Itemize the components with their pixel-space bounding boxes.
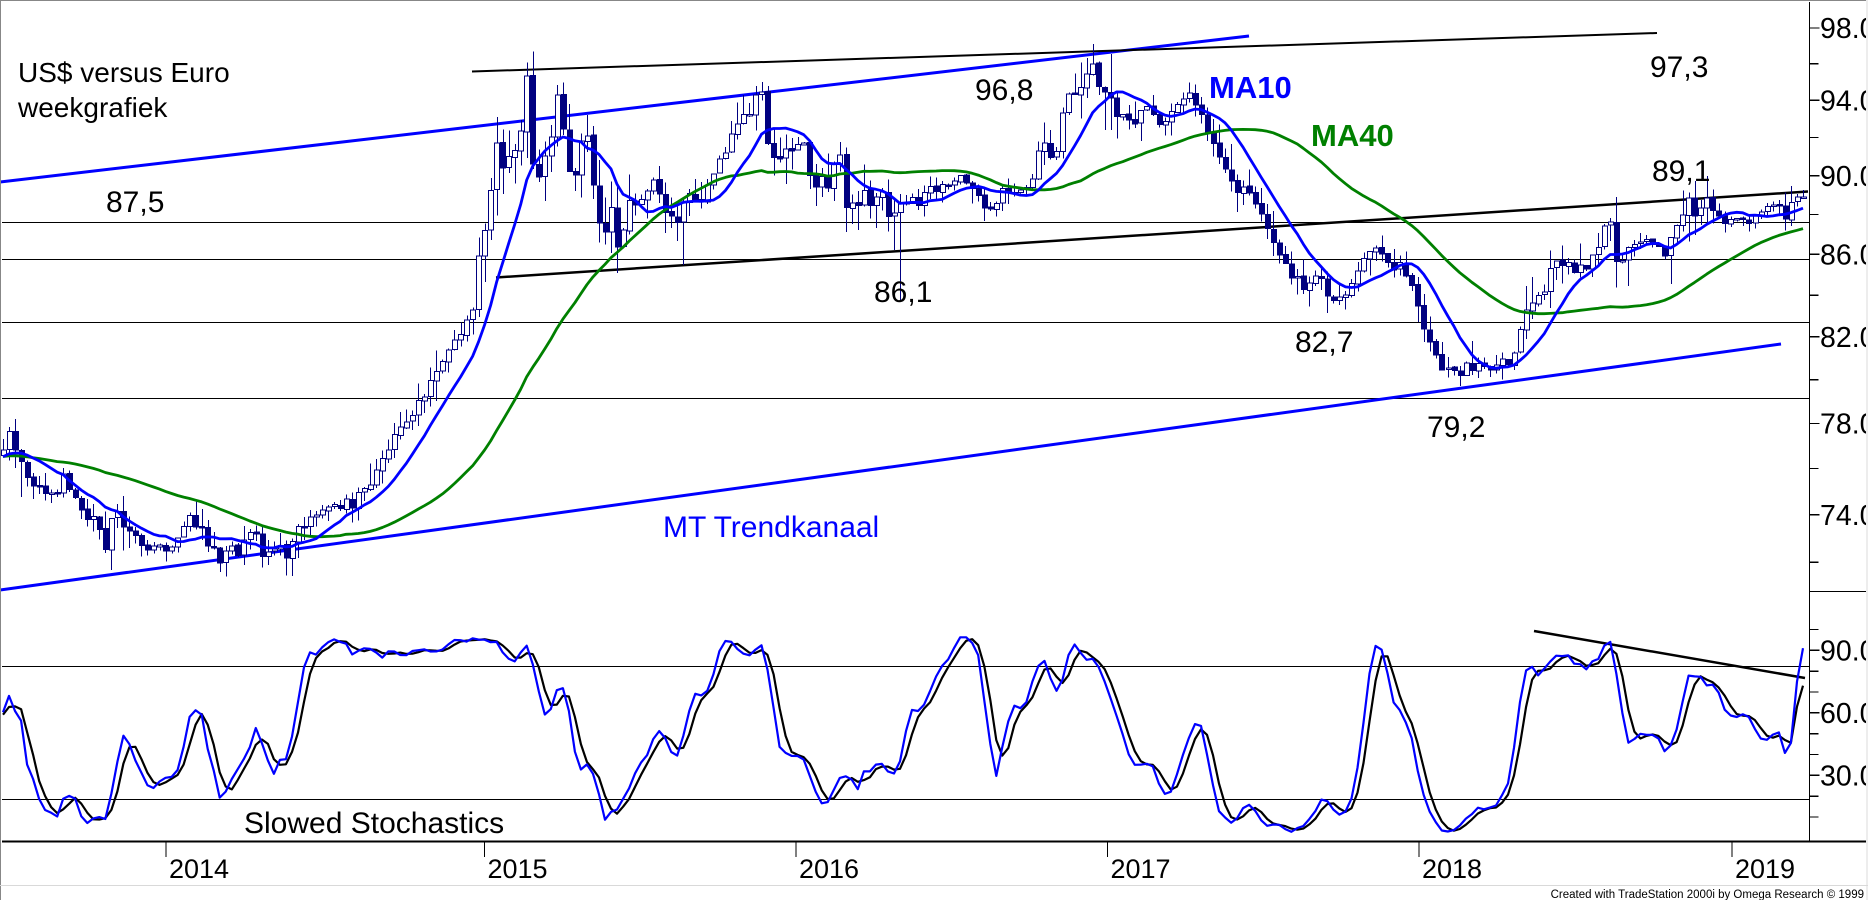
svg-text:87,5: 87,5: [106, 186, 164, 219]
svg-text:86,1: 86,1: [874, 276, 932, 309]
svg-text:86.00: 86.00: [1820, 240, 1868, 272]
svg-text:2015: 2015: [488, 854, 548, 884]
svg-text:US$ versus Euro: US$ versus Euro: [18, 57, 230, 88]
svg-text:89,1: 89,1: [1652, 155, 1710, 188]
svg-text:Slowed Stochastics: Slowed Stochastics: [244, 807, 504, 840]
svg-text:79,2: 79,2: [1427, 411, 1485, 444]
svg-text:96,8: 96,8: [975, 74, 1033, 107]
svg-text:MA40: MA40: [1311, 118, 1394, 153]
svg-text:82,7: 82,7: [1295, 326, 1353, 359]
svg-text:98.00: 98.00: [1820, 13, 1868, 45]
svg-text:90.00: 90.00: [1820, 161, 1868, 193]
svg-text:30.00: 30.00: [1820, 761, 1868, 793]
svg-text:90.00: 90.00: [1820, 636, 1868, 668]
svg-text:82.00: 82.00: [1820, 322, 1868, 354]
svg-text:2014: 2014: [169, 854, 229, 884]
svg-text:78.00: 78.00: [1820, 409, 1868, 441]
svg-text:weekgrafiek: weekgrafiek: [17, 92, 168, 123]
svg-text:94.00: 94.00: [1820, 85, 1868, 117]
svg-text:2016: 2016: [799, 854, 859, 884]
svg-text:2018: 2018: [1422, 854, 1482, 884]
svg-text:MA10: MA10: [1209, 70, 1292, 105]
svg-text:MT Trendkanaal: MT Trendkanaal: [663, 511, 879, 544]
svg-text:2017: 2017: [1111, 854, 1171, 884]
svg-text:74.00: 74.00: [1820, 500, 1868, 532]
svg-text:Created with TradeStation 2000: Created with TradeStation 2000i by Omega…: [1551, 889, 1864, 900]
svg-text:2019: 2019: [1735, 854, 1795, 884]
svg-text:60.00: 60.00: [1820, 698, 1868, 730]
svg-text:97,3: 97,3: [1650, 51, 1708, 84]
